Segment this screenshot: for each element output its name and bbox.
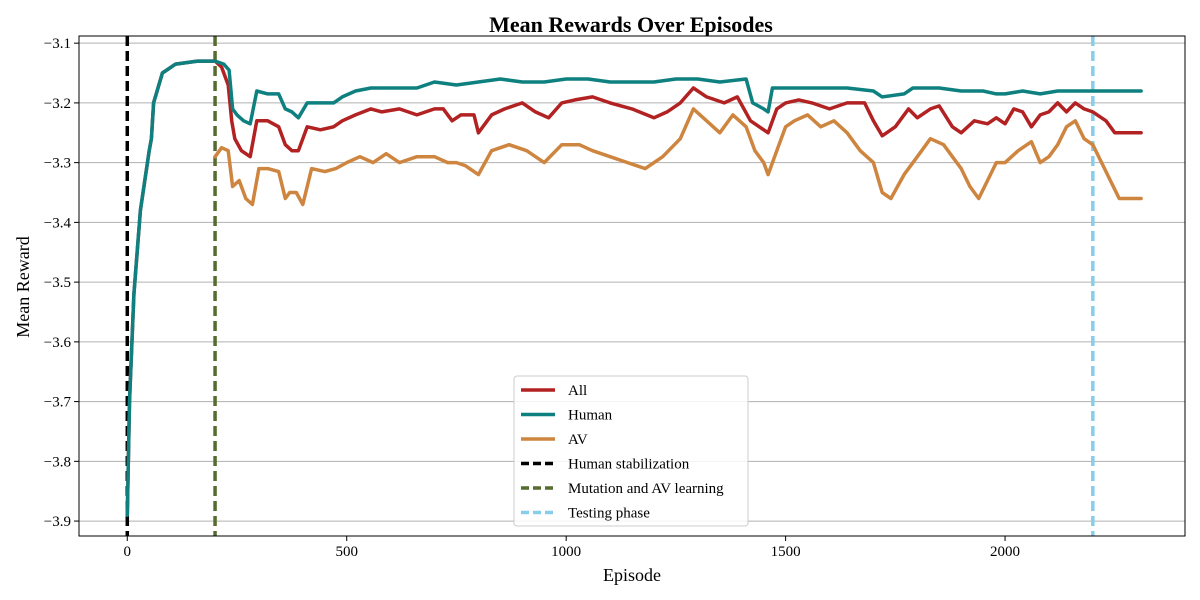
legend: All Human AV Human stabilization Mutation an… [513,375,749,527]
x-tick-label: 2000 [990,544,1020,560]
series-line-av [213,107,1143,207]
legend-box [513,375,749,527]
y-tick-label: −3.2 [44,96,71,112]
y-tick-label: −3.7 [44,395,72,411]
legend-label-human: Human [568,408,613,424]
series-line-all [125,59,1143,517]
chart-title: Mean Rewards Over Episodes [489,12,773,37]
y-tick-label: −3.9 [44,514,71,530]
y-tick-label: −3.4 [44,215,72,231]
y-tick-label: −3.8 [44,454,71,470]
phase-marker-lines [125,36,1095,536]
y-axis-label: Mean Reward [13,236,33,337]
legend-label-av: AV [568,432,588,448]
legend-label-human-stabilization: Human stabilization [568,457,690,473]
legend-label-testing-phase: Testing phase [568,506,650,522]
legend-label-all: All [568,383,587,399]
y-tick-label: −3.6 [44,335,72,351]
legend-label-mutation-and-av-learning: Mutation and AV learning [568,481,724,497]
y-tick-label: −3.1 [44,36,71,52]
y-tick-label: −3.3 [44,156,71,172]
x-axis-label: Episode [603,565,661,585]
series-line-human [125,59,1143,517]
y-axis-ticks: −3.1 −3.2 −3.3 −3.4 −3.5 −3.6 −3.7 −3.8 −3.9 [44,36,79,530]
y-tick-label: −3.5 [44,275,71,291]
series-lines [125,59,1143,517]
x-tick-label: 500 [335,544,358,560]
x-tick-label: 1500 [771,544,801,560]
x-axis-ticks: 0 500 1000 1500 2000 [124,536,1020,560]
x-tick-label: 1000 [551,544,581,560]
x-tick-label: 0 [124,544,132,560]
plot-area-frame [78,35,1186,537]
